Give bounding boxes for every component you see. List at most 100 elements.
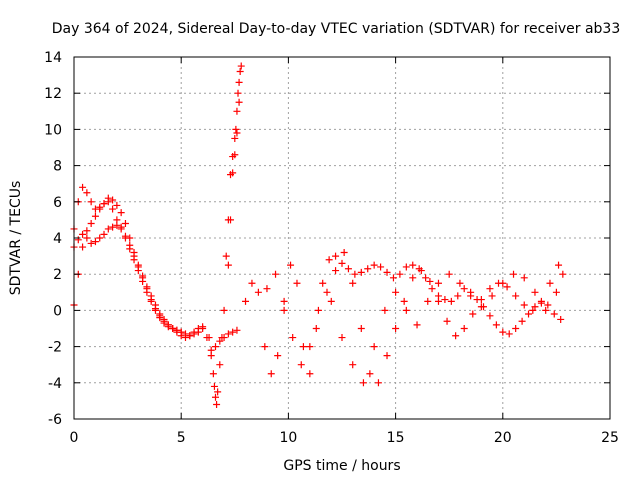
x-tick-label: 25	[601, 430, 619, 446]
data-point	[486, 312, 494, 320]
data-point	[550, 310, 558, 318]
data-point	[456, 279, 464, 287]
data-point	[156, 314, 164, 322]
data-point	[531, 303, 539, 311]
data-point	[364, 265, 372, 273]
data-point	[520, 301, 528, 309]
data-point	[207, 352, 215, 360]
data-point	[452, 332, 460, 340]
data-point	[520, 274, 528, 282]
data-point	[87, 239, 95, 247]
series-spike-7-8h	[222, 62, 245, 269]
data-point	[505, 330, 513, 338]
data-point	[210, 382, 218, 390]
data-point	[537, 297, 545, 305]
data-point	[181, 330, 189, 338]
data-point	[477, 296, 485, 304]
series-dip-6.5h	[205, 306, 228, 409]
data-point	[389, 274, 397, 282]
data-point	[109, 196, 117, 204]
data-point	[447, 297, 455, 305]
data-point	[216, 361, 224, 369]
data-point	[104, 225, 112, 233]
data-point	[237, 62, 245, 70]
y-tick-label: 2	[53, 267, 62, 283]
y-tick-label: -6	[48, 412, 62, 428]
data-point	[351, 270, 359, 278]
data-point	[229, 328, 237, 336]
data-point	[510, 270, 518, 278]
data-point	[186, 332, 194, 340]
series-track-D	[242, 252, 565, 378]
data-point	[79, 243, 87, 251]
data-point	[424, 297, 432, 305]
data-point	[445, 270, 453, 278]
data-point	[460, 285, 468, 293]
data-point	[272, 270, 280, 278]
data-point	[79, 230, 87, 238]
data-point	[139, 274, 147, 282]
data-point	[190, 330, 198, 338]
data-point	[319, 279, 327, 287]
data-point	[552, 288, 560, 296]
data-point	[344, 265, 352, 273]
data-point	[417, 267, 425, 275]
data-point	[413, 321, 421, 329]
data-point	[546, 279, 554, 287]
data-point	[454, 292, 462, 300]
data-point	[467, 292, 475, 300]
data-points	[70, 62, 567, 409]
data-point	[314, 306, 322, 314]
series-track-F	[327, 270, 567, 387]
data-point	[134, 263, 142, 271]
y-tick-label: 10	[44, 122, 62, 138]
data-point	[366, 370, 374, 378]
data-point	[349, 361, 357, 369]
data-point	[169, 325, 177, 332]
data-point	[100, 230, 108, 238]
data-point	[392, 288, 400, 296]
data-point	[130, 252, 138, 260]
data-point	[117, 209, 125, 217]
y-tick-label: 4	[53, 231, 62, 247]
data-point	[370, 343, 378, 351]
data-point	[409, 261, 417, 269]
data-point	[233, 107, 241, 115]
data-point	[83, 234, 91, 242]
data-point	[402, 263, 410, 271]
data-point	[173, 326, 181, 334]
data-point	[231, 134, 239, 142]
series-track-B	[70, 198, 207, 340]
data-point	[164, 323, 172, 331]
data-point	[374, 379, 382, 387]
y-tick-label: -4	[48, 376, 62, 392]
data-point	[254, 288, 262, 296]
data-point	[402, 306, 410, 314]
data-point	[151, 305, 159, 313]
data-point	[205, 334, 213, 342]
data-point	[74, 236, 82, 244]
data-point	[428, 285, 436, 293]
data-point	[222, 252, 230, 260]
data-point	[113, 201, 121, 209]
data-point	[232, 125, 240, 133]
data-point	[293, 279, 301, 287]
data-point	[113, 221, 121, 229]
data-point	[392, 325, 400, 332]
x-tick-label: 10	[279, 430, 297, 446]
x-tick-label: 20	[494, 430, 512, 446]
data-point	[121, 232, 129, 240]
data-point	[248, 279, 256, 287]
data-point	[83, 227, 91, 235]
data-point	[263, 285, 271, 293]
data-point	[297, 361, 305, 369]
data-point	[323, 288, 331, 296]
data-point	[216, 337, 224, 345]
data-point	[460, 325, 468, 332]
data-point	[559, 270, 567, 278]
data-point	[220, 306, 228, 314]
data-point	[503, 283, 511, 291]
data-point	[87, 198, 95, 206]
data-point	[231, 151, 239, 159]
